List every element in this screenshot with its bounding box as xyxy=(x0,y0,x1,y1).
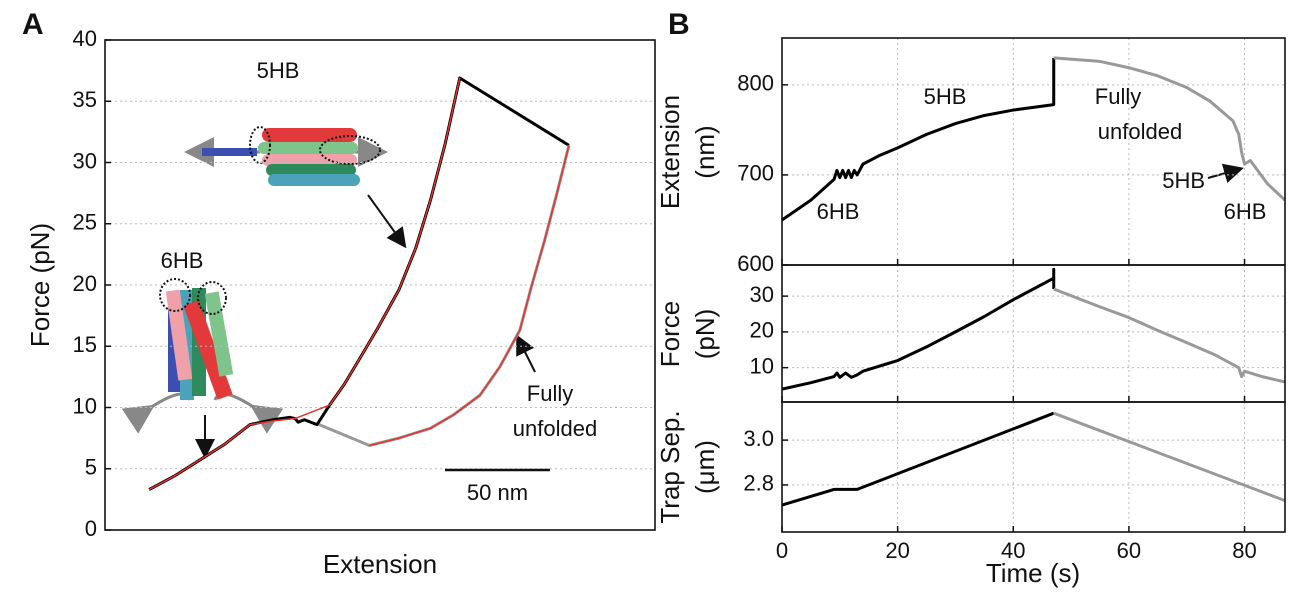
data-line xyxy=(1053,56,1287,202)
data-line xyxy=(781,411,1055,507)
plot-frame xyxy=(104,39,656,531)
y-tick-label: 20 xyxy=(750,318,774,343)
y-tick-label: 20 xyxy=(73,271,97,296)
data-line xyxy=(1053,411,1286,503)
y-tick-label: 40 xyxy=(73,26,97,51)
y-tick-label: 30 xyxy=(73,148,97,173)
y-axis-label: Trap Sep. xyxy=(655,410,685,523)
data-line xyxy=(781,57,1056,222)
panel-label: B xyxy=(668,8,690,41)
y-axis-label: Force (pN) xyxy=(25,223,55,347)
annotation: 6HB xyxy=(1224,199,1267,224)
y-tick-label: 5 xyxy=(85,455,97,480)
panel-label: A xyxy=(22,8,44,41)
y-tick-label: 700 xyxy=(737,161,774,186)
y-tick-label: 3.0 xyxy=(743,426,774,451)
x-axis-label: Extension xyxy=(323,549,437,579)
plot-frame xyxy=(781,37,1286,266)
y-tick-label: 600 xyxy=(737,251,774,276)
y-tick-label: 35 xyxy=(73,87,97,112)
x-tick-label: 60 xyxy=(1117,538,1141,563)
x-axis-label: Time (s) xyxy=(986,558,1080,588)
scale-bar-label: 50 nm xyxy=(467,480,528,505)
y-axis-label: Force xyxy=(655,301,685,367)
y-tick-label: 800 xyxy=(737,71,774,96)
annotation: Fully xyxy=(527,381,573,406)
data-line xyxy=(148,76,570,491)
y-tick-label: 2.8 xyxy=(743,471,774,496)
annotation: Fully xyxy=(1095,84,1141,109)
annotation: 5HB xyxy=(1162,168,1205,193)
plot-frame xyxy=(781,264,1286,403)
y-axis-label: (nm) xyxy=(690,125,720,178)
annotation: 6HB xyxy=(817,199,860,224)
data-line xyxy=(148,77,461,491)
x-tick-label: 40 xyxy=(1001,538,1025,563)
y-tick-label: 10 xyxy=(73,393,97,418)
x-tick-label: 0 xyxy=(776,538,788,563)
x-tick-label: 20 xyxy=(885,538,909,563)
pointer-arrow xyxy=(516,334,536,373)
annotation: 5HB xyxy=(257,58,300,83)
annotation: unfolded xyxy=(1098,119,1182,144)
y-tick-label: 25 xyxy=(73,210,97,235)
inset-6hb xyxy=(121,278,284,459)
y-tick-label: 30 xyxy=(750,282,774,307)
data-line xyxy=(1053,287,1286,384)
data-line xyxy=(781,267,1056,391)
annotation: 5HB xyxy=(924,84,967,109)
y-axis-label: Extension xyxy=(655,95,685,209)
y-tick-label: 15 xyxy=(73,332,97,357)
y-tick-label: 0 xyxy=(85,516,97,541)
annotation: 6HB xyxy=(161,248,204,273)
x-tick-label: 80 xyxy=(1232,538,1256,563)
annotation: unfolded xyxy=(513,416,597,441)
y-axis-label: (μm) xyxy=(690,440,720,494)
pointer-arrow xyxy=(1207,163,1244,183)
y-axis-label: (pN) xyxy=(690,309,720,360)
data-line xyxy=(369,145,570,447)
y-tick-label: 10 xyxy=(750,353,774,378)
plot-frame xyxy=(781,401,1286,533)
inset-5hb xyxy=(184,126,407,249)
